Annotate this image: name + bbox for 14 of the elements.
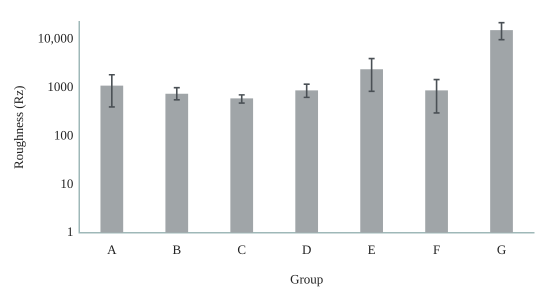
x-tick-label: G — [496, 242, 506, 258]
y-tick-label: 10 — [60, 176, 74, 191]
x-tick-label: D — [302, 242, 312, 258]
x-axis-title: Group — [290, 272, 324, 287]
x-tick-label: A — [107, 242, 118, 258]
y-tick-label: 1000 — [47, 79, 74, 94]
x-tick-label: E — [368, 242, 376, 258]
x-tick-label: F — [432, 242, 440, 258]
y-tick-label: 10,000 — [38, 30, 74, 46]
y-axis-title: Roughness (Rz) — [11, 86, 26, 170]
x-tick-label: C — [237, 242, 246, 258]
y-tick-label: 1 — [66, 224, 74, 240]
y-tick-label: 100 — [54, 127, 74, 142]
x-tick-label: B — [172, 242, 182, 258]
